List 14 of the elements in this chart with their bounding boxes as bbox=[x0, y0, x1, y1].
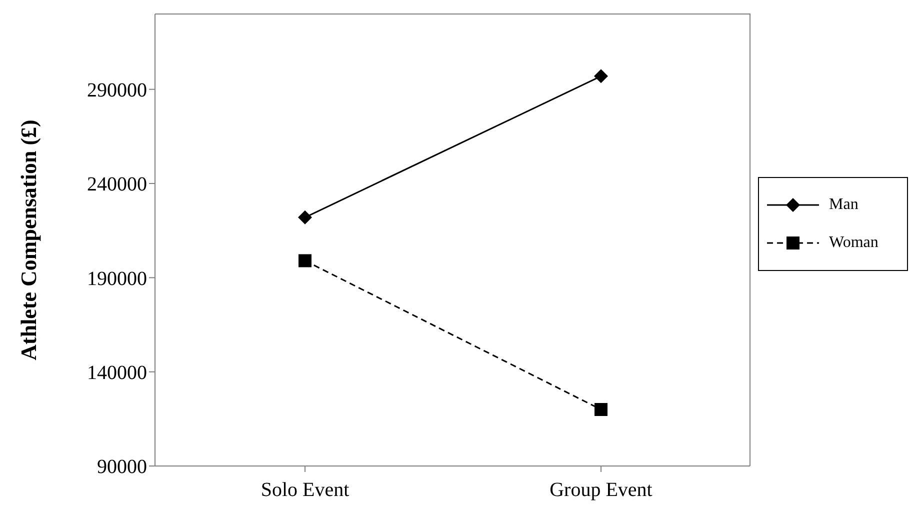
legend-label: Woman bbox=[829, 234, 878, 252]
point bbox=[594, 403, 608, 416]
x-tick-label: Solo Event bbox=[260, 479, 350, 502]
point bbox=[594, 69, 608, 84]
y-tick-label: 290000 bbox=[87, 79, 147, 102]
x-tick-label: Group Event bbox=[550, 479, 653, 502]
y-tick-label: 240000 bbox=[87, 174, 147, 196]
point bbox=[298, 210, 312, 224]
legend-label: Man bbox=[829, 196, 858, 214]
y-tick-label: 140000 bbox=[87, 362, 147, 384]
y-tick-label: 190000 bbox=[87, 268, 147, 290]
y-tick-label: 90000 bbox=[97, 456, 147, 478]
point bbox=[298, 254, 312, 268]
y-axis-title: Athlete Compensation (£) bbox=[16, 120, 41, 360]
